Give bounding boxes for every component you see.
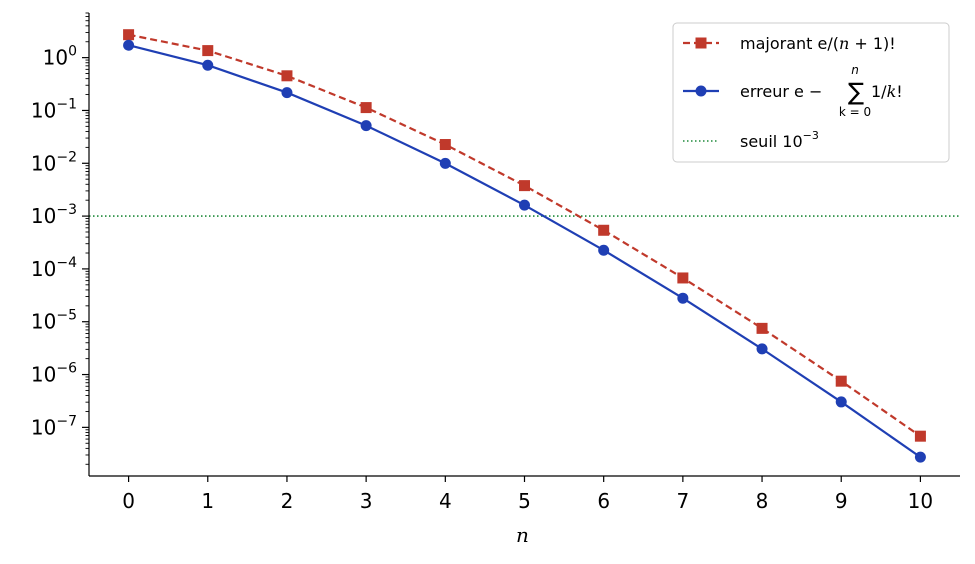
data-point <box>281 87 293 99</box>
x-tick-label: 1 <box>201 489 214 513</box>
data-point <box>914 451 926 463</box>
legend-entry-erreur: erreur e − ∑n k = 01/k! <box>683 63 903 119</box>
y-tick-label: 10−3 <box>31 202 77 228</box>
data-point <box>281 70 293 82</box>
x-tick-label: 3 <box>360 489 373 513</box>
data-point <box>202 45 214 57</box>
series-line <box>128 33 922 438</box>
data-point <box>598 244 610 256</box>
data-point <box>202 59 214 71</box>
data-point <box>123 29 135 41</box>
data-point <box>360 102 372 114</box>
y-tick-label: 10−7 <box>31 413 77 439</box>
data-point <box>439 139 451 151</box>
y-tick-label: 100 <box>43 44 77 70</box>
series-layer <box>123 29 926 463</box>
y-tick-label: 10−2 <box>31 149 77 175</box>
legend-entry-majorant: majorant e/(n + 1)! <box>683 34 896 53</box>
data-point <box>756 322 768 334</box>
axes-layer: 0 1 2 3 4 5 6 7 8 9 10 100 10−1 10−2 10−3 10−4 10−5 10−6 1… <box>31 12 960 547</box>
data-point <box>519 199 530 211</box>
legend-handle-marker <box>695 37 707 49</box>
x-tick-label: 6 <box>597 489 610 513</box>
data-point <box>914 430 926 442</box>
legend-label-majorant: majorant e/(n + 1)! <box>740 34 896 53</box>
data-point <box>835 396 847 408</box>
legend-sum-lower: k = 0 <box>839 105 871 119</box>
x-tick-label: 2 <box>281 489 294 513</box>
y-tick-label: 10−6 <box>31 361 77 387</box>
y-tick-label: 10−4 <box>31 255 77 281</box>
data-point <box>519 180 530 192</box>
legend-label-erreur: erreur e − <box>740 82 822 101</box>
x-tick-label: 0 <box>122 489 135 513</box>
data-point <box>677 292 689 304</box>
y-tick-label: 10−1 <box>31 96 77 122</box>
data-point <box>835 375 847 387</box>
data-point <box>677 272 689 284</box>
x-tick-label: 8 <box>756 489 769 513</box>
data-point <box>439 157 451 169</box>
legend-sum-upper: n <box>851 63 859 77</box>
legend-handle-marker <box>695 85 707 97</box>
x-tick-label: 7 <box>676 489 689 513</box>
legend-sigma: ∑ <box>848 78 864 106</box>
legend: majorant e/(n + 1)! erreur e − ∑n k = 01/k!… <box>672 22 950 163</box>
legend-entry-seuil: seuil 10−3 <box>683 129 819 151</box>
x-tick-label: 9 <box>835 489 848 513</box>
series-1 <box>123 39 926 463</box>
legend-box <box>672 22 950 163</box>
data-point <box>123 39 135 51</box>
x-tick-label: 10 <box>908 489 933 513</box>
data-point <box>598 224 610 236</box>
data-point <box>360 120 372 132</box>
legend-label-seuil: seuil 10−3 <box>740 129 819 151</box>
legend-label-erreur-rest: 1/k! <box>871 82 903 101</box>
y-tick-label: 10−5 <box>31 308 77 334</box>
x-tick-label: 4 <box>439 489 452 513</box>
x-tick-label: 5 <box>518 489 531 513</box>
series-0 <box>123 29 926 442</box>
data-point <box>756 343 768 355</box>
x-axis-label: n <box>516 523 529 547</box>
